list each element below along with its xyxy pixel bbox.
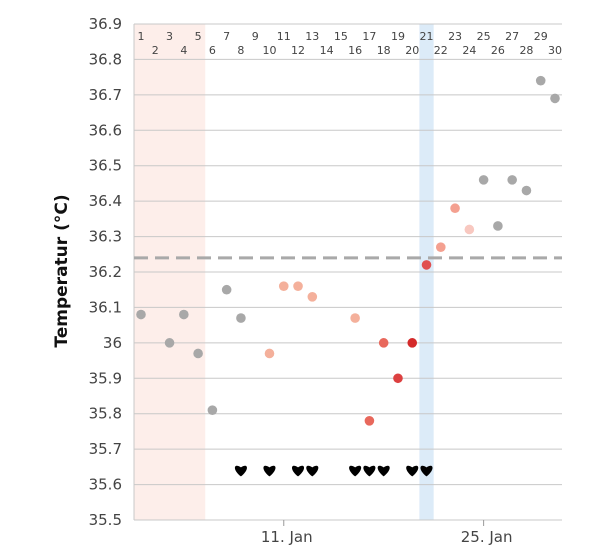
day-label: 21 [420,30,434,43]
day-label: 13 [305,30,319,43]
y-tick-label: 36.9 [89,15,122,33]
day-label: 8 [237,44,244,57]
day-label: 3 [166,30,173,43]
y-tick-label: 36.3 [89,228,122,246]
data-point [464,224,475,235]
y-tick-label: 36.7 [89,86,122,104]
y-tick-label: 36.8 [89,50,122,68]
day-label: 9 [252,30,259,43]
y-tick-label: 35.8 [89,405,122,423]
day-label: 12 [291,44,305,57]
day-label: 14 [320,44,334,57]
day-label: 1 [138,30,145,43]
day-label: 7 [223,30,230,43]
y-axis-ticks: 35.5 35.6 35.7 35.8 35.9 36 36.1 36.2 36.3 36.4 36… [89,15,122,529]
y-axis-label: Temperatur (°C) [52,194,72,347]
day-label: 4 [180,44,187,57]
data-point [164,338,175,348]
data-point [221,284,232,295]
heart-icon [363,465,376,477]
data-point [179,309,189,320]
y-tick-label: 35.5 [89,511,122,529]
heart-icon [377,465,390,477]
data-point [278,281,289,291]
heart-icon [406,465,419,477]
day-label: 25 [477,30,491,43]
day-label: 22 [434,44,448,57]
y-tick-label: 36.2 [89,263,122,281]
data-point [307,292,318,302]
day-label: 28 [519,44,533,57]
day-label: 2 [152,44,159,57]
heart-icon [292,465,305,477]
date-label: 11. Jan [261,528,313,546]
day-label: 29 [534,30,548,43]
date-labels: 11. Jan 25. Jan [261,520,513,546]
data-points [136,75,560,426]
heart-icon [306,465,319,477]
day-label: 27 [505,30,519,43]
date-label: 25. Jan [461,528,513,546]
data-point [136,309,146,320]
data-point [393,373,403,384]
data-point [493,221,503,231]
y-tick-label: 36.6 [89,121,122,139]
day-labels: 1234567891011121314151617181920212223242… [138,30,563,57]
day-label: 23 [448,30,462,43]
heart-icon [263,465,276,477]
data-point [293,281,303,291]
data-point [264,348,275,359]
day-label: 20 [405,44,419,57]
y-tick-label: 36.5 [89,157,122,175]
data-point [507,175,517,185]
day-label: 16 [348,44,362,57]
data-point [478,175,489,185]
y-tick-label: 35.7 [89,440,122,458]
data-point [207,405,218,415]
day-label: 5 [195,30,202,43]
day-label: 11 [277,30,291,43]
day-label: 30 [548,44,562,57]
y-tick-label: 35.9 [89,369,122,387]
heart-icon [349,465,362,477]
data-point [407,338,418,348]
data-point [421,260,432,270]
heart-icon [420,465,433,477]
heart-icon [234,465,247,477]
data-point [350,313,360,323]
data-point [550,93,560,104]
day-label: 24 [462,44,476,57]
data-point [364,416,375,426]
data-point [193,348,203,359]
y-tick-label: 36.4 [89,192,122,210]
day-label: 17 [362,30,376,43]
data-point [521,185,532,196]
y-tick-label: 36.1 [89,298,122,316]
y-tick-label: 36 [103,334,122,352]
day-label: 15 [334,30,348,43]
day-label: 10 [262,44,276,57]
data-point [535,75,546,86]
day-label: 19 [391,30,405,43]
y-tick-label: 35.6 [89,476,122,494]
day-label: 18 [377,44,391,57]
data-point [236,313,246,323]
data-point [378,338,389,348]
grid-lines [133,23,562,521]
day-label: 26 [491,44,505,57]
heart-markers [234,465,433,477]
day-label: 6 [209,44,216,57]
data-point [450,203,460,214]
data-point [435,242,446,252]
